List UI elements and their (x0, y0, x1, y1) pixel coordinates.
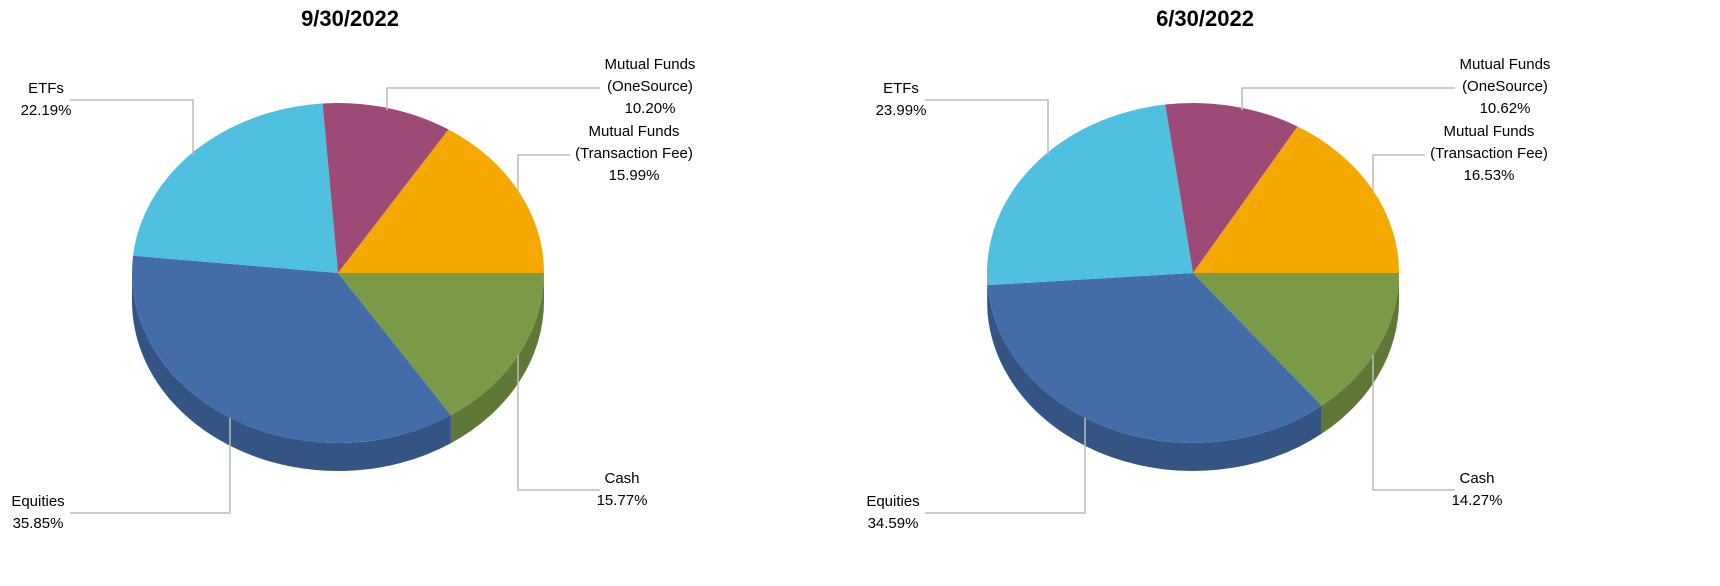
category-label: Cash (1459, 470, 1494, 487)
value-label: 15.77% (597, 492, 648, 509)
leader-line (70, 99, 194, 155)
value-label: 34.59% (868, 515, 919, 532)
category-label: Equities (11, 493, 64, 510)
leader-line (925, 99, 1049, 155)
leader-line (517, 154, 570, 190)
leader-line (925, 418, 1086, 514)
pie-slice (338, 273, 544, 416)
pie-slice (338, 129, 544, 273)
pie-slice (1193, 273, 1399, 406)
category-label: Mutual Funds (OneSource) (1460, 56, 1551, 95)
value-label: 14.27% (1452, 492, 1503, 509)
category-label: Mutual Funds (Transaction Fee) (1430, 123, 1548, 162)
pie-slice (987, 273, 1322, 444)
pie-side (1321, 273, 1399, 434)
pie-slice (133, 103, 338, 273)
pie-side (450, 273, 544, 444)
value-label: 10.20% (625, 100, 676, 117)
pie-side (987, 285, 1322, 472)
leader-line (386, 87, 600, 110)
leader-line (1241, 87, 1455, 110)
pie-side (987, 273, 988, 314)
value-label: 22.19% (21, 102, 72, 119)
pie-side (132, 273, 451, 472)
value-label: 10.62% (1480, 100, 1531, 117)
leader-line (1372, 154, 1425, 190)
pie-slice (986, 104, 1193, 286)
category-label: Mutual Funds (Transaction Fee) (575, 123, 693, 162)
chart-title: 9/30/2022 (301, 6, 399, 31)
category-label: ETFs (883, 80, 919, 97)
value-label: 15.99% (609, 167, 660, 184)
pie-slice (132, 255, 451, 444)
pie-slice (1193, 126, 1399, 274)
category-label: Mutual Funds (OneSource) (605, 56, 696, 95)
value-label: 23.99% (876, 102, 927, 119)
value-label: 35.85% (13, 515, 64, 532)
category-label: Cash (604, 470, 639, 487)
value-label: 16.53% (1464, 167, 1515, 184)
category-label: ETFs (28, 80, 64, 97)
pie-slice (322, 103, 449, 273)
leader-line (1372, 355, 1455, 491)
pie-slice (1165, 103, 1298, 274)
leader-line (70, 418, 231, 514)
chart-title: 6/30/2022 (1156, 6, 1254, 31)
category-label: Equities (866, 493, 919, 510)
leader-line (517, 355, 600, 491)
